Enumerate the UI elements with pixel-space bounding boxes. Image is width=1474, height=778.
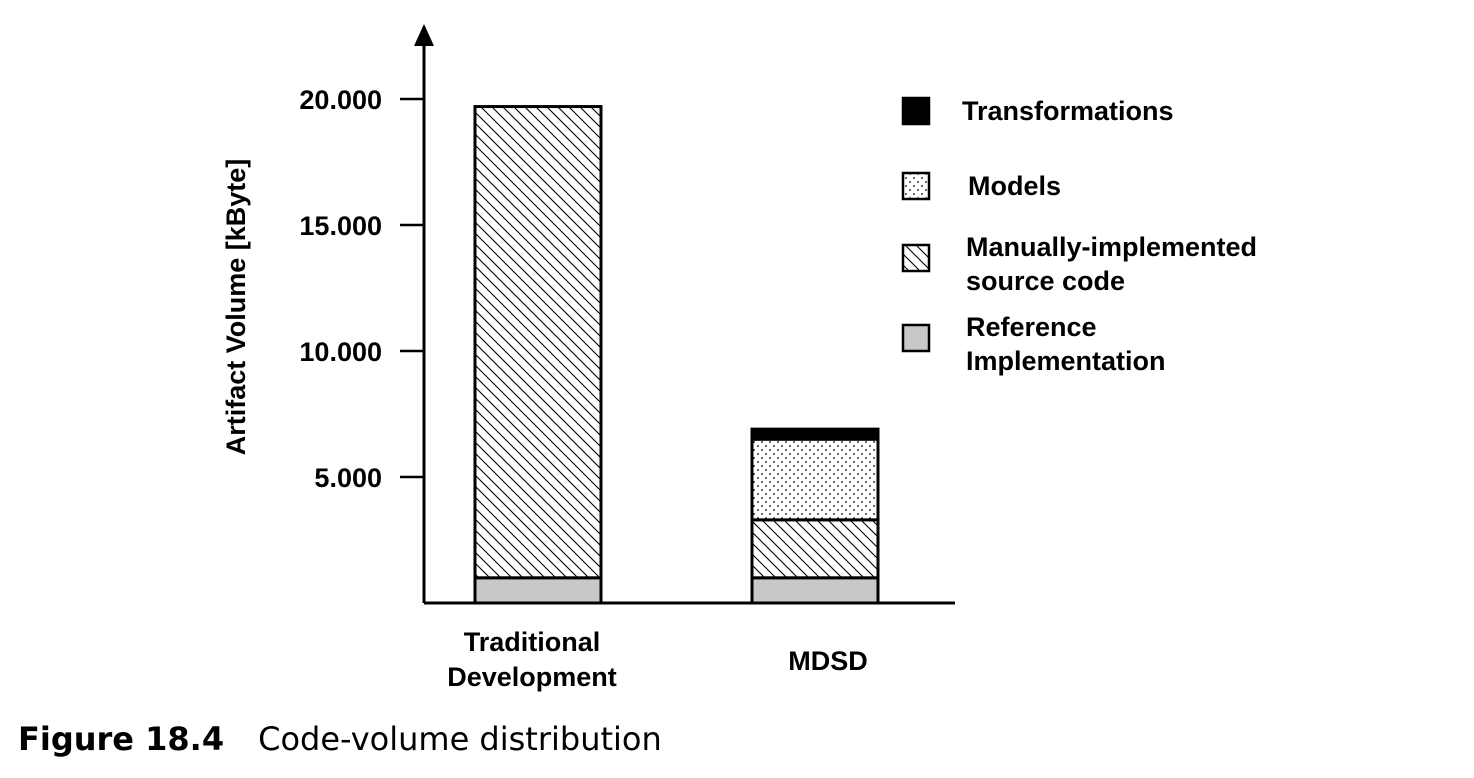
y-axis-label: Artifact Volume [kByte] <box>221 159 251 456</box>
bar-segment <box>473 105 603 580</box>
x-tick-label: Traditional <box>464 627 601 657</box>
legend-swatch <box>901 171 931 201</box>
legend-swatch <box>901 243 931 273</box>
bar-segment <box>750 518 880 580</box>
legend: Transformations Models Manually-implemente… <box>901 96 1257 376</box>
x-axis-labels: Traditional Development MDSD <box>447 627 868 692</box>
legend-label: Manually-implemented <box>966 232 1257 262</box>
bar-segment <box>750 437 880 522</box>
y-axis-arrow <box>414 24 434 46</box>
axes: 5.000 10.000 15.000 20.000 Artifact Volume [… <box>221 24 955 605</box>
bars <box>473 105 880 605</box>
chart: 5.000 10.000 15.000 20.000 Artifact Volume [… <box>221 24 1257 692</box>
legend-swatch <box>901 96 931 126</box>
figure-title: Code-volume distribution <box>258 720 662 758</box>
legend-label: Transformations <box>962 96 1174 126</box>
figure-caption: Figure 18.4 Code-volume distribution <box>18 720 662 758</box>
bar-segment <box>750 427 880 441</box>
legend-label: Implementation <box>966 346 1166 376</box>
y-tick-label: 15.000 <box>299 211 382 241</box>
legend-label: source code <box>966 266 1125 296</box>
y-tick-label: 10.000 <box>299 337 382 367</box>
figure-number: Figure 18.4 <box>18 720 225 758</box>
y-tick-label: 5.000 <box>314 463 382 493</box>
legend-label: Reference <box>966 312 1097 342</box>
legend-swatch <box>901 323 931 353</box>
legend-label: Models <box>968 171 1061 201</box>
bar-segment <box>473 576 603 605</box>
x-tick-label: Development <box>447 662 617 692</box>
x-tick-label: MDSD <box>788 646 868 676</box>
y-tick-label: 20.000 <box>299 85 382 115</box>
bar-segment <box>750 576 880 605</box>
